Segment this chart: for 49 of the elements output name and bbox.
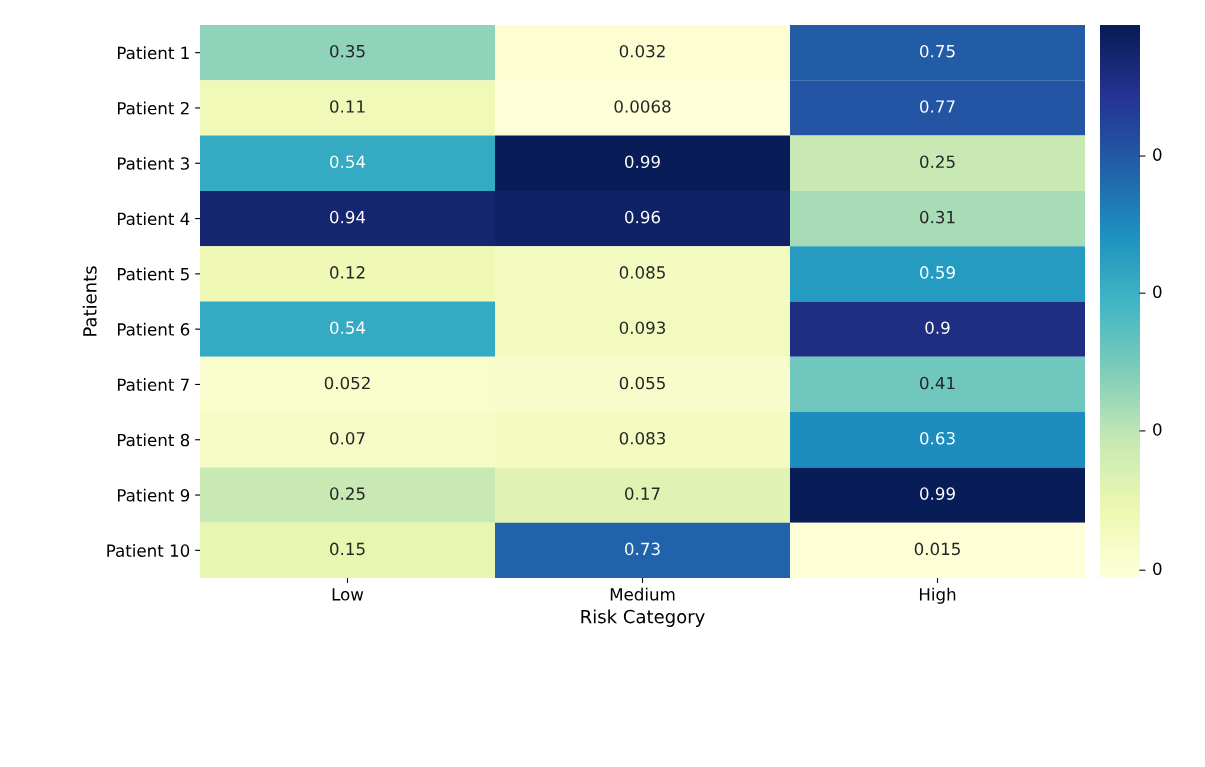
data-label: 0.12: [330, 266, 365, 279]
data-label: 0.055: [619, 376, 665, 390]
text: 0: [1153, 285, 1162, 299]
x-tick-label: High: [919, 587, 956, 604]
data-label: 0.75: [920, 44, 955, 58]
text: 0: [1153, 148, 1162, 161]
data-label: 0.96: [625, 210, 661, 224]
y-tick-label: Patient 1: [117, 46, 189, 60]
data-label: 0.085: [619, 266, 665, 279]
y-axis-title: Patients: [82, 266, 97, 336]
y-tick-label: Patient 2: [117, 101, 189, 115]
data-label: 0.093: [619, 321, 666, 334]
data-label: 0.015: [914, 542, 960, 556]
y-tick-label: Patient 5: [117, 267, 189, 281]
y-tick-label: Patient 4: [117, 212, 190, 226]
x-axis-title: Risk Category: [581, 609, 705, 627]
data-label: 0.35: [330, 44, 365, 58]
data-label: 0.052: [324, 376, 370, 390]
x-tick-label: Medium: [610, 587, 675, 601]
data-label: 0.0068: [614, 100, 671, 113]
data-label: 0.25: [330, 487, 365, 500]
data-label: 0.63: [920, 431, 955, 445]
data-label: 0.77: [920, 100, 955, 113]
data-label: 0.17: [625, 487, 660, 500]
y-tick-label: Patient 10: [107, 544, 190, 557]
y-tick-label: Patient 9: [117, 488, 190, 502]
data-label: 0.11: [330, 100, 365, 113]
data-label: 0.15: [330, 542, 365, 556]
data-label: 0.54: [330, 155, 366, 169]
y-tick-label: Patient 7: [117, 378, 189, 392]
y-tick-label: Patient 6: [117, 322, 190, 336]
y-tick-label: Patient 8: [117, 433, 190, 447]
text: 0: [1153, 423, 1162, 436]
data-label: 0.99: [920, 487, 955, 500]
data-label: 0.032: [619, 44, 665, 58]
data-label: 0.73: [625, 542, 660, 556]
text: 0: [1153, 562, 1162, 576]
data-label: 0.31: [920, 210, 955, 224]
data-label: 0.25: [920, 155, 955, 169]
data-label: 0.9: [925, 321, 950, 334]
data-label: 0.54: [330, 321, 366, 334]
data-label: 0.41: [920, 376, 955, 390]
data-label: 0.083: [619, 431, 666, 445]
data-label: 0.59: [920, 266, 955, 279]
x-tick-label: Low: [332, 588, 364, 601]
y-tick-label: Patient 3: [117, 156, 189, 170]
data-label: 0.99: [625, 155, 660, 169]
data-label: 0.94: [330, 210, 366, 224]
data-label: 0.07: [330, 431, 365, 445]
